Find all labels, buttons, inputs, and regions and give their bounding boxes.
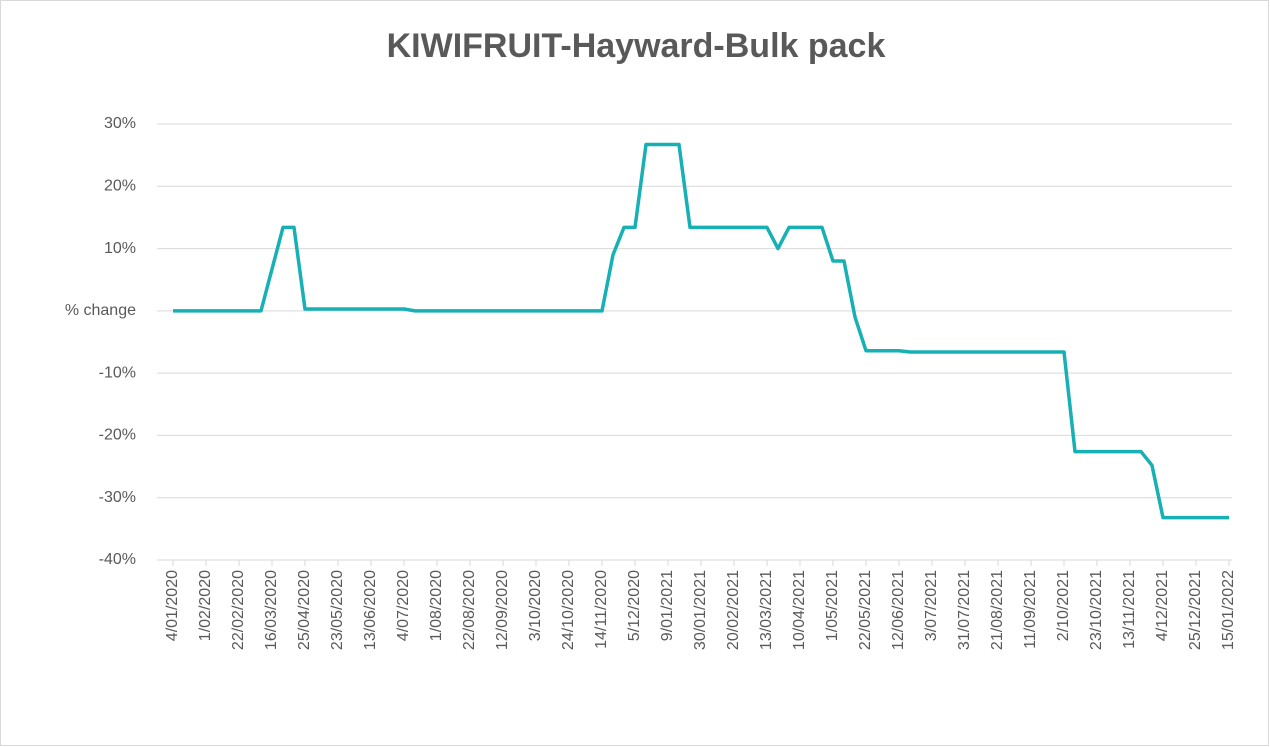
x-tick-label: 13/11/2021	[1121, 570, 1138, 649]
x-tick-label: 9/01/2021	[659, 570, 676, 641]
x-tick-label: 1/02/2020	[197, 570, 214, 641]
x-tick-label: 1/08/2020	[428, 570, 445, 641]
x-tick-label: 12/06/2021	[890, 570, 907, 650]
x-tick-label: 20/02/2021	[725, 570, 742, 650]
x-tick-label: 22/08/2020	[461, 570, 478, 650]
y-tick-label: 20%	[104, 178, 136, 195]
x-tick-label: 3/07/2021	[923, 570, 940, 641]
x-tick-label: 4/12/2021	[1154, 570, 1171, 641]
x-tick-label: 11/09/2021	[1022, 570, 1039, 649]
x-tick-label: 12/09/2020	[494, 570, 511, 650]
chart-title: KIWIFRUIT-Hayward-Bulk pack	[387, 27, 886, 65]
y-tick-label: -40%	[99, 551, 136, 568]
y-tick-label: 10%	[104, 240, 136, 257]
line	[173, 142, 1229, 520]
y-tick-label: % change	[65, 302, 136, 319]
y-tick-label: 30%	[104, 115, 136, 132]
x-tick-label: 1/05/2021	[824, 570, 841, 641]
x-tick-label: 5/12/2020	[626, 570, 643, 641]
y-tick-label: -20%	[99, 427, 136, 444]
y-tick-label: -10%	[99, 364, 136, 381]
x-tick-label: 21/08/2021	[989, 570, 1006, 650]
y-tick-label: -30%	[99, 489, 136, 506]
x-tick-label: 13/03/2021	[758, 570, 775, 650]
x-tick-label: 25/12/2021	[1187, 570, 1204, 650]
x-tick-label: 22/02/2020	[230, 570, 247, 650]
x-tick-label: 16/03/2020	[263, 570, 280, 650]
x-tick-label: 22/05/2021	[857, 570, 874, 650]
x-tick-label: 10/04/2021	[791, 570, 808, 650]
x-tick-label: 23/10/2021	[1088, 570, 1105, 650]
x-tick-label: 14/11/2020	[593, 570, 610, 649]
x-tick-label: 30/01/2021	[692, 570, 709, 650]
x-tick-label: 15/01/2022	[1220, 570, 1237, 650]
x-tick-label: 25/04/2020	[296, 570, 313, 650]
x-tick-label: 4/07/2020	[395, 570, 412, 641]
x-tick-label: 13/06/2020	[362, 570, 379, 650]
x-tick-label: 31/07/2021	[956, 570, 973, 650]
x-tick-label: 4/01/2020	[164, 570, 181, 641]
x-tick-label: 23/05/2020	[329, 570, 346, 650]
x-tick-label: 2/10/2021	[1055, 570, 1072, 641]
x-tick-label: 24/10/2020	[560, 570, 577, 650]
x-tick-label: 3/10/2020	[527, 570, 544, 641]
